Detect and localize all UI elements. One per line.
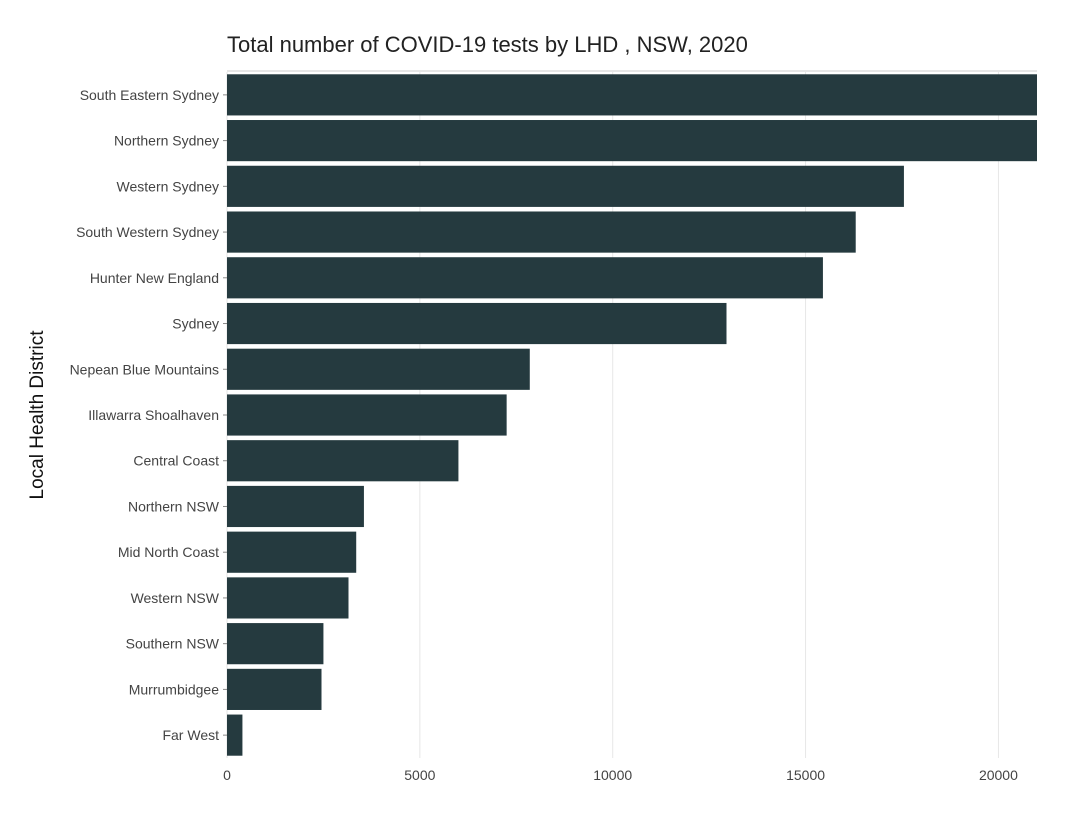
y-tick-label-12: Southern NSW [126,636,220,652]
chart-title: Total number of COVID-19 tests by LHD , … [227,32,748,57]
y-tick-label-3: South Western Sydney [76,224,219,240]
y-tick-label-14: Far West [162,727,219,743]
bar-7 [227,394,507,436]
bar-14 [227,714,243,756]
bar-9 [227,485,364,528]
y-tick-label-8: Central Coast [133,453,219,469]
y-tick-label-0: South Eastern Sydney [80,87,219,103]
x-tick-label-4: 20000 [979,767,1018,783]
x-tick-label-1: 5000 [404,767,435,783]
y-tick-label-10: Mid North Coast [118,544,219,560]
y-tick-label-7: Illawarra Shoalhaven [88,407,219,423]
y-tick-label-11: Western NSW [131,590,220,606]
bar-8 [227,440,459,482]
y-tick-label-5: Sydney [172,316,219,332]
bar-13 [227,668,322,710]
bar-6 [227,348,530,390]
bar-12 [227,623,324,665]
bar-0 [227,74,1037,116]
y-tick-label-6: Nepean Blue Mountains [70,361,219,377]
bar-2 [227,165,904,207]
x-tick-label-2: 10000 [593,767,632,783]
x-tick-label-0: 0 [223,767,231,783]
bar-10 [227,531,357,573]
y-tick-label-13: Murrumbidgee [129,681,219,697]
bar-4 [227,257,823,299]
y-tick-label-9: Northern NSW [128,498,220,514]
y-tick-label-1: Northern Sydney [114,133,219,149]
x-tick-label-3: 15000 [786,767,825,783]
bar-5 [227,302,727,345]
bar-1 [227,120,1037,162]
bar-3 [227,211,856,253]
bar-11 [227,577,349,619]
y-tick-label-2: Western Sydney [117,178,219,194]
y-tick-label-4: Hunter New England [90,270,219,286]
